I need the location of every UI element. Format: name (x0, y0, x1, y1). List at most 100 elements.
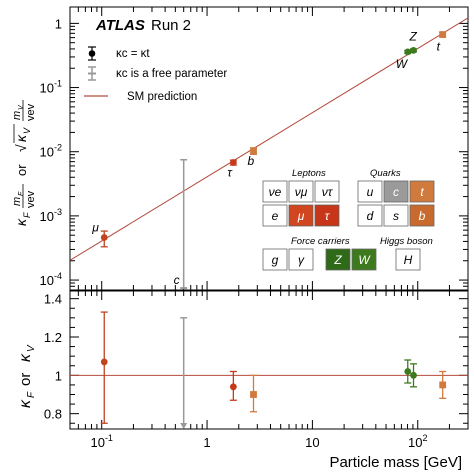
force-carriers-header: Force carriers (291, 236, 350, 247)
svg-text:or: or (14, 164, 29, 176)
particle-cell-box (357, 180, 383, 203)
sm-prediction-line (70, 17, 468, 261)
svg-text:V: V (26, 344, 37, 352)
svg-text:F: F (22, 212, 32, 218)
particle-cell-box (357, 204, 383, 227)
ratio-c-arrow (180, 423, 188, 429)
particle-cell-lepton: ντ (314, 180, 340, 203)
y-tick-label: 10-2 (40, 143, 62, 160)
particle-cell-box (262, 204, 288, 227)
particle-cell-force: γ (288, 248, 314, 271)
point-b (250, 147, 257, 155)
particle-cell-box (351, 248, 377, 271)
y-tick-label: 1 (55, 16, 62, 31)
particle-cell-label: e (272, 209, 279, 223)
particle-cell-box (262, 180, 288, 203)
top-y-axis-label: κ F m F vev or √ κ V m V vev (11, 100, 37, 226)
particle-cell-box (409, 180, 435, 203)
point-label-τ: τ (227, 165, 233, 179)
particle-cells: νe νμ ντ e μ τ u c t d s b g γ Z W H (262, 180, 435, 271)
higgs-header: Higgs boson (380, 236, 433, 247)
x-tick-label: 10-1 (90, 433, 112, 450)
particle-cell-lepton: νe (262, 180, 288, 203)
point-label-t: t (437, 40, 441, 54)
leptons-header: Leptons (292, 168, 326, 179)
y-tick-label: 1.2 (44, 330, 62, 345)
experiment-suffix: Run 2 (151, 17, 191, 34)
particle-cell-label: νe (269, 185, 282, 199)
ratio-τ (229, 383, 237, 391)
svg-text:or: or (17, 373, 34, 386)
svg-text:vev: vev (25, 190, 37, 208)
particle-cell-label: s (393, 209, 399, 223)
particle-cell-quark: t (409, 180, 435, 203)
particle-cell-label: c (393, 185, 399, 199)
particle-cell-box (383, 204, 409, 227)
ratio-t (439, 381, 447, 389)
point-label-W: W (396, 57, 409, 71)
particle-cell-label: τ (325, 209, 331, 223)
particle-cell-box (409, 204, 435, 227)
particle-cell-box (262, 248, 288, 271)
particle-cell-quark: s (383, 204, 409, 227)
tick-labels: 10-4 10-3 10-2 10-1 1 0.8 1 1.2 1.4 10-1 1 10 102 (40, 16, 428, 450)
svg-text:κ: κ (17, 399, 34, 408)
particle-cell-box (325, 248, 351, 271)
quarks-header: Quarks (370, 168, 401, 179)
particle-cell-label: u (367, 185, 374, 199)
particle-cell-label: ντ (322, 185, 334, 199)
legend: κc = κt κc is a free parameter SM predic… (84, 46, 227, 103)
particle-cell-label: W (358, 253, 371, 267)
legend-label-kc-eq-kt: κc = κt (116, 48, 150, 60)
particle-table: Leptons Quarks Force carriers Higgs boso… (262, 166, 440, 280)
particle-cell-force: g (262, 248, 288, 271)
y-tick-label: 10-4 (40, 271, 62, 288)
particle-cell-force: W (351, 248, 377, 271)
x-tick-label: 10 (305, 435, 319, 450)
y-tick-label: 10-1 (40, 79, 62, 96)
ratio-b (250, 391, 257, 398)
y-tick-label: 10-3 (40, 207, 62, 224)
particle-cell-quark: d (357, 204, 383, 227)
svg-text:vev: vev (25, 103, 37, 121)
point-label-μ: μ (91, 221, 99, 235)
legend-marker-kc-free (88, 66, 96, 81)
top-plot-frame (69, 6, 469, 291)
particle-cell-quark: u (357, 180, 383, 203)
x-tick-label: 1 (203, 435, 210, 450)
point-label-b: b (248, 154, 255, 168)
bottom-y-axis-label: κ F or κ V (17, 344, 37, 408)
point-W (404, 48, 412, 56)
svg-text:κ: κ (13, 134, 29, 142)
particle-cell-lepton: νμ (288, 180, 314, 203)
particle-cell-force: Z (325, 248, 351, 271)
particle-cell-lepton: e (262, 204, 288, 227)
particle-cell-box (395, 248, 421, 271)
x-tick-label: 102 (408, 433, 427, 450)
particle-cell-box (383, 180, 409, 203)
particle-cell-label: μ (297, 209, 305, 223)
particle-cell-quark: c (383, 180, 409, 203)
particle-cell-label: νμ (295, 185, 308, 199)
y-tick-label: 1 (55, 368, 62, 383)
particle-cell-higgs: H (395, 248, 421, 271)
particle-cell-lepton: τ (314, 204, 340, 227)
point-label-Z: Z (409, 29, 418, 43)
bottom-data-points (100, 311, 447, 429)
svg-text:V: V (18, 104, 25, 110)
svg-text:κ: κ (13, 218, 29, 226)
svg-text:√: √ (13, 144, 29, 152)
point-τ (229, 159, 237, 166)
svg-text:m: m (11, 197, 23, 206)
legend-label-sm: SM prediction (127, 91, 197, 103)
point-μ (100, 234, 108, 241)
bottom-plot-frame (69, 290, 469, 430)
particle-cell-box (314, 204, 340, 227)
legend-label-kc-free: κc is a free parameter (116, 68, 227, 80)
x-axis-label: Particle mass [GeV] (329, 454, 462, 471)
svg-text:V: V (22, 127, 32, 134)
particle-cell-label: b (419, 209, 426, 223)
point-Z (410, 46, 417, 54)
